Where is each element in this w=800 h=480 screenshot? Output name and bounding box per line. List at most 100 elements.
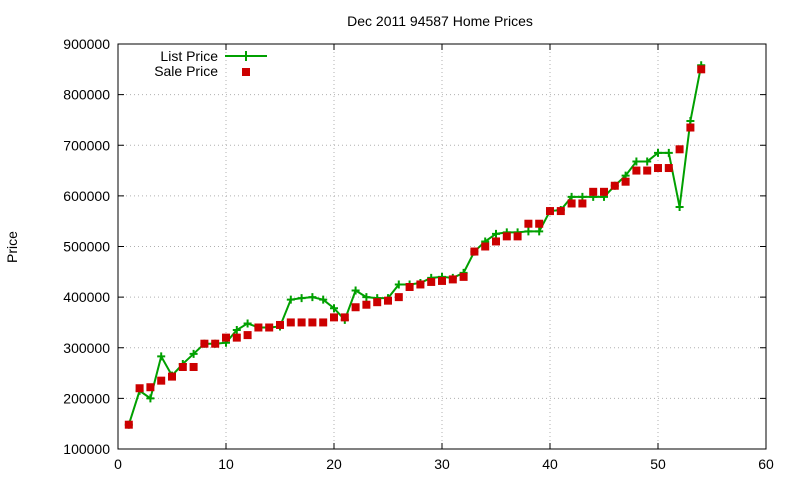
- list-price-point: [308, 293, 317, 302]
- sale-price-point: [308, 318, 317, 327]
- sale-price-point: [276, 320, 284, 329]
- sale-price-point: [448, 275, 457, 284]
- sale-price-point: [135, 384, 144, 393]
- chart-title: Dec 2011 94587 Home Prices: [347, 13, 533, 29]
- sale-price-point: [189, 362, 198, 371]
- x-tick-label: 10: [218, 456, 234, 472]
- list-price-point: [535, 227, 544, 236]
- sale-price-point: [481, 242, 490, 251]
- sale-price-point: [146, 383, 155, 392]
- sale-price-point: [124, 420, 133, 429]
- sale-price-point: [643, 166, 652, 175]
- list-price-point: [319, 295, 328, 304]
- x-tick-label: 30: [434, 456, 450, 472]
- list-price-point: [664, 148, 673, 157]
- sale-price-point: [546, 207, 554, 216]
- sale-price-point: [438, 276, 446, 285]
- sale-price-point: [254, 323, 263, 332]
- sale-price-point: [330, 313, 338, 322]
- sale-price-point: [470, 247, 479, 256]
- sale-price-point: [675, 145, 684, 154]
- list-price-point: [362, 293, 371, 302]
- sale-price-point: [632, 166, 641, 175]
- sale-price-point: [394, 293, 403, 302]
- list-price-point: [157, 352, 166, 361]
- sale-price-point: [286, 318, 295, 327]
- sale-price-point: [222, 333, 230, 342]
- y-tick-label: 600000: [63, 188, 110, 204]
- sale-price-point: [556, 207, 565, 216]
- sale-price-point: [362, 300, 371, 309]
- sale-price-point: [427, 277, 436, 286]
- x-tick-label: 50: [650, 456, 666, 472]
- list-price-point: [351, 286, 360, 295]
- series: [124, 61, 706, 429]
- y-tick-label: 700000: [63, 137, 110, 153]
- y-tick-label: 400000: [63, 289, 110, 305]
- sale-price-point: [297, 318, 306, 327]
- sale-price-point: [524, 219, 533, 228]
- sale-price-point: [610, 181, 619, 190]
- sale-price-point: [405, 283, 414, 291]
- sale-price-point: [697, 65, 706, 74]
- y-tick-label: 500000: [63, 239, 110, 255]
- list-price-point: [492, 229, 500, 238]
- sale-price-point: [686, 123, 695, 132]
- legend-label-sale: Sale Price: [154, 63, 218, 79]
- sale-price-point: [654, 164, 662, 173]
- y-tick-label: 800000: [63, 87, 110, 103]
- y-tick-label: 300000: [63, 340, 110, 356]
- sale-price-point: [621, 177, 630, 186]
- sale-price-point: [157, 376, 166, 385]
- list-price-point: [330, 304, 338, 313]
- axis-ticks: 0 10 20 30 40 50 60 100000 200000 300000 400000 500…: [63, 36, 774, 472]
- sale-price-point: [416, 280, 425, 289]
- sale-price-point: [384, 296, 392, 305]
- sale-price-point: [567, 199, 576, 208]
- x-tick-label: 60: [758, 456, 774, 472]
- legend-label-list: List Price: [160, 48, 218, 64]
- sale-price-point: [578, 199, 587, 208]
- list-price-point: [654, 148, 662, 157]
- list-price-point: [394, 280, 403, 289]
- list-price-point: [632, 157, 641, 166]
- list-price-point: [286, 295, 295, 304]
- list-price-point: [146, 394, 155, 403]
- sale-price-point: [502, 232, 511, 241]
- x-tick-label: 0: [114, 456, 122, 472]
- legend: List Price Sale Price: [154, 48, 267, 79]
- sale-price-point: [589, 187, 598, 196]
- list-price-line: [127, 65, 703, 426]
- list-price-point: [232, 326, 241, 335]
- x-tick-label: 20: [326, 456, 342, 472]
- list-price-point: [297, 294, 306, 303]
- legend-marker-list: [241, 51, 251, 61]
- y-tick-label: 900000: [63, 36, 110, 52]
- sale-price-point: [200, 339, 209, 348]
- sale-price-point: [340, 313, 349, 322]
- sale-price-point: [232, 333, 241, 342]
- list-price-point: [643, 157, 652, 166]
- list-price-point: [675, 203, 684, 212]
- list-price-point: [189, 349, 198, 358]
- sale-price-point: [459, 272, 468, 281]
- sale-price-point: [319, 318, 328, 327]
- sale-price-point: [243, 331, 252, 340]
- list-price-point: [243, 319, 252, 328]
- y-tick-label: 100000: [63, 441, 110, 457]
- list-price-point: [524, 227, 533, 236]
- sale-price-point: [513, 232, 522, 241]
- sale-price-point: [265, 323, 274, 332]
- x-tick-label: 40: [542, 456, 558, 472]
- y-tick-label: 200000: [63, 390, 110, 406]
- sale-price-point: [351, 303, 360, 312]
- sale-price-point: [168, 372, 176, 381]
- legend-marker-sale: [242, 68, 250, 76]
- sale-price-point: [664, 164, 673, 173]
- grid: [118, 44, 766, 449]
- y-axis-label: Price: [4, 231, 20, 263]
- sale-price-point: [535, 219, 544, 228]
- sale-price-point: [492, 237, 500, 246]
- sale-price-point: [178, 362, 187, 371]
- sale-price-point: [211, 339, 220, 348]
